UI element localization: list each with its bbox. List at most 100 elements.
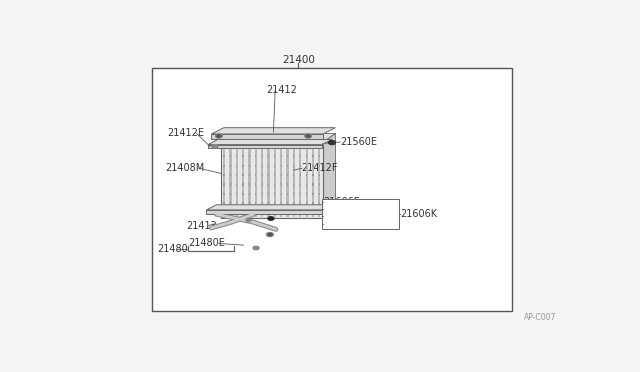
Bar	[249, 193, 250, 195]
Bar	[287, 143, 289, 217]
Bar	[249, 174, 250, 176]
Bar	[243, 164, 244, 167]
Bar	[319, 183, 320, 186]
Bar	[319, 155, 320, 157]
Bar	[280, 193, 282, 195]
Bar	[268, 211, 269, 214]
Bar	[280, 155, 282, 157]
Bar	[280, 183, 282, 186]
Bar	[268, 193, 269, 195]
Bar	[280, 146, 282, 148]
Bar	[306, 174, 307, 176]
Bar	[268, 164, 269, 167]
Bar	[236, 211, 237, 214]
Bar	[236, 183, 237, 186]
Bar	[268, 183, 269, 186]
Bar	[249, 183, 250, 186]
Bar	[300, 183, 301, 186]
Bar	[293, 174, 294, 176]
Polygon shape	[207, 205, 332, 210]
Bar	[300, 164, 301, 167]
Bar	[318, 143, 321, 217]
Bar	[242, 143, 244, 217]
Bar	[319, 202, 320, 204]
Bar	[300, 211, 301, 214]
Bar	[300, 143, 301, 217]
Bar	[280, 202, 282, 204]
Polygon shape	[208, 145, 322, 148]
Circle shape	[216, 134, 222, 138]
Bar	[255, 193, 256, 195]
Bar	[249, 202, 250, 204]
Bar	[268, 146, 269, 148]
Bar	[306, 211, 307, 214]
Bar	[319, 193, 320, 195]
Bar	[152, 68, 511, 311]
Text: 21606C: 21606C	[323, 219, 360, 229]
Bar	[243, 155, 244, 157]
Bar	[261, 143, 263, 217]
Bar	[305, 143, 308, 217]
Bar	[229, 143, 232, 217]
Bar	[319, 211, 320, 214]
Polygon shape	[208, 140, 332, 145]
Bar	[236, 143, 238, 217]
Bar	[255, 211, 256, 214]
Bar	[249, 146, 250, 148]
Bar	[223, 202, 225, 204]
Bar	[280, 143, 282, 217]
Text: 21412E: 21412E	[167, 128, 204, 138]
Bar	[300, 193, 301, 195]
Bar	[230, 146, 231, 148]
Circle shape	[266, 232, 273, 237]
Bar	[300, 146, 301, 148]
Bar	[312, 146, 314, 148]
Polygon shape	[323, 134, 335, 218]
Text: 21560E: 21560E	[340, 137, 378, 147]
Bar	[312, 193, 314, 195]
Bar	[236, 174, 237, 176]
Bar	[230, 164, 231, 167]
Bar	[300, 174, 301, 176]
Bar	[230, 202, 231, 204]
Bar	[293, 211, 294, 214]
Bar	[268, 174, 269, 176]
Bar	[287, 164, 288, 167]
Bar	[248, 143, 251, 217]
Bar	[255, 155, 256, 157]
Bar	[236, 202, 237, 204]
Bar	[312, 164, 314, 167]
Bar	[255, 174, 256, 176]
Circle shape	[328, 141, 335, 145]
Bar	[293, 146, 294, 148]
Bar	[255, 164, 256, 167]
Bar	[280, 211, 282, 214]
Circle shape	[212, 145, 218, 148]
Bar	[306, 146, 307, 148]
Bar	[306, 155, 307, 157]
Bar	[223, 164, 225, 167]
Circle shape	[246, 219, 251, 222]
Bar	[223, 174, 225, 176]
Text: 21480: 21480	[157, 244, 188, 254]
Bar	[243, 174, 244, 176]
Bar	[293, 193, 294, 195]
Bar	[306, 193, 307, 195]
Bar	[312, 202, 314, 204]
Bar	[280, 174, 282, 176]
Circle shape	[217, 135, 221, 137]
Text: 21606B: 21606B	[323, 211, 360, 221]
Text: 21412F: 21412F	[301, 163, 338, 173]
Text: 21400: 21400	[282, 55, 315, 65]
Bar	[312, 174, 314, 176]
Bar	[319, 174, 320, 176]
Circle shape	[306, 135, 310, 137]
Circle shape	[268, 217, 274, 220]
Text: 21606K: 21606K	[400, 209, 437, 219]
Bar	[280, 164, 282, 167]
Bar	[293, 143, 295, 217]
Polygon shape	[211, 128, 335, 134]
Bar	[300, 155, 301, 157]
Bar	[243, 183, 244, 186]
Polygon shape	[207, 210, 322, 214]
